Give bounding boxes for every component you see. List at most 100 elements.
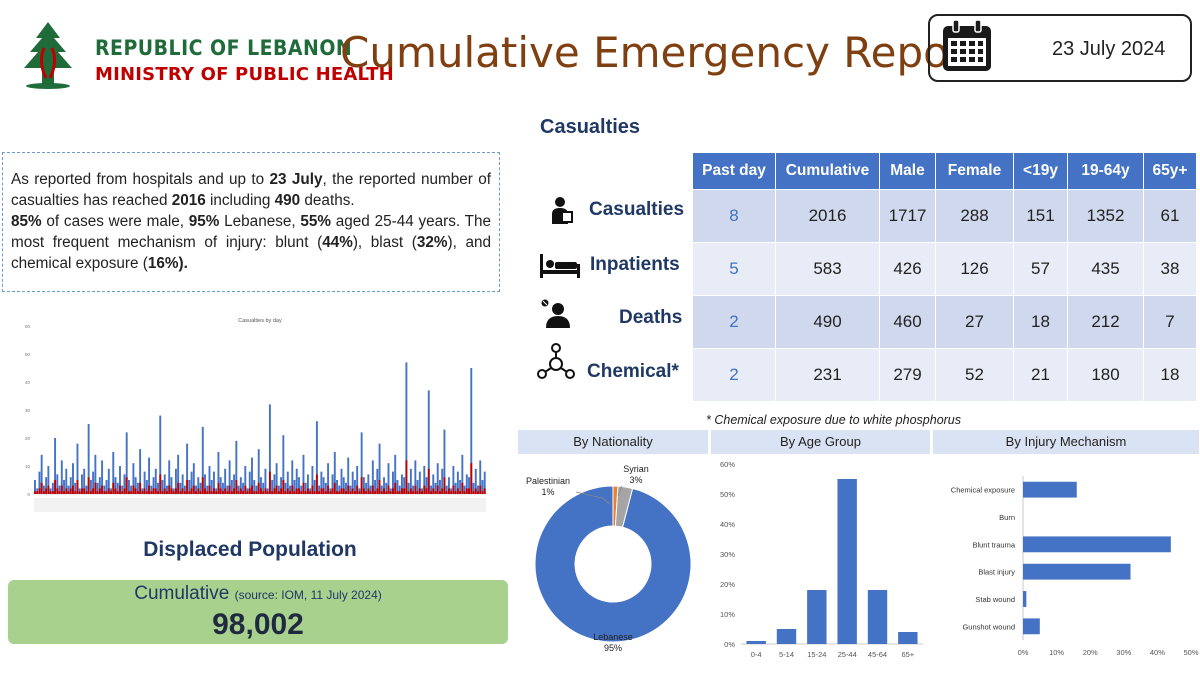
bar — [284, 482, 287, 494]
bar — [51, 482, 54, 494]
bar — [201, 426, 204, 494]
bar — [221, 482, 224, 494]
bar — [89, 480, 92, 494]
bar — [289, 485, 291, 494]
bar — [392, 488, 394, 494]
bar — [295, 468, 298, 494]
bar — [45, 488, 48, 494]
bar — [230, 491, 233, 494]
pie-value-label: 3% — [629, 475, 642, 485]
bar — [360, 477, 363, 494]
bar — [293, 491, 296, 494]
bar — [60, 460, 63, 494]
bar — [130, 491, 133, 494]
bar — [130, 485, 133, 494]
bar — [369, 485, 372, 494]
report-date: 23 July 2024 — [1052, 38, 1166, 60]
bar — [210, 480, 213, 494]
bar — [242, 491, 245, 494]
table-cell: 279 — [879, 348, 936, 402]
bar — [452, 485, 455, 494]
bar — [418, 488, 421, 494]
bar — [199, 482, 202, 494]
bar — [383, 488, 385, 494]
bar — [1023, 618, 1040, 635]
bar — [260, 477, 262, 494]
casualties-title: Casualties — [540, 116, 641, 138]
pie-value-label: 95% — [604, 643, 622, 653]
bar — [262, 491, 265, 494]
bar — [80, 474, 83, 494]
bar — [423, 485, 426, 494]
bar — [72, 485, 74, 494]
bar — [112, 452, 115, 494]
bar — [266, 491, 269, 494]
bar — [463, 485, 466, 494]
bar — [351, 471, 354, 494]
bar — [322, 488, 325, 494]
table-cell: 5 — [692, 242, 776, 296]
bar — [148, 485, 151, 494]
bar — [206, 485, 209, 494]
bar — [65, 468, 68, 494]
col-male: Male — [879, 152, 936, 190]
chemical-note: * Chemical exposure due to white phospho… — [706, 413, 962, 427]
bar — [170, 488, 173, 494]
bar — [134, 477, 137, 494]
bar — [208, 485, 211, 494]
bar — [412, 485, 415, 494]
bar — [432, 474, 435, 494]
bar — [353, 480, 356, 494]
bar — [159, 415, 162, 494]
bar — [304, 491, 307, 494]
bar — [174, 488, 177, 494]
table-row: 5 583 426 126 57 435 38 — [692, 242, 1197, 296]
bar — [264, 488, 267, 494]
bar — [172, 491, 175, 494]
bar — [237, 491, 240, 494]
bar — [365, 482, 368, 494]
bar — [96, 491, 99, 494]
bar — [273, 488, 276, 494]
bar — [293, 480, 296, 494]
y-tick-label: 50% — [720, 490, 735, 499]
bar — [177, 482, 180, 494]
bar — [367, 488, 370, 494]
bar — [427, 390, 430, 494]
bar — [224, 488, 227, 494]
x-tick-label: 0-4 — [751, 650, 762, 659]
bar — [166, 491, 168, 494]
bar — [327, 485, 330, 494]
table-cell: 2016 — [775, 189, 880, 243]
y-tick-label: 30% — [720, 550, 735, 559]
bar — [217, 452, 220, 494]
bar — [271, 491, 274, 494]
bar — [199, 491, 202, 494]
person-death-icon — [541, 299, 570, 328]
bar — [439, 480, 441, 494]
bar — [105, 480, 108, 494]
bar — [275, 485, 278, 494]
bar — [143, 488, 146, 494]
bar — [74, 482, 77, 494]
bar — [298, 488, 300, 494]
col-under19: <19y — [1013, 152, 1068, 190]
bar — [235, 480, 238, 494]
bar — [121, 491, 124, 494]
bar — [141, 491, 144, 494]
bar — [468, 477, 471, 494]
table-cell: 180 — [1067, 348, 1144, 402]
bar — [183, 485, 186, 494]
bar — [436, 463, 439, 494]
bar — [150, 491, 153, 494]
bar — [481, 480, 484, 494]
table-cell: 18 — [1013, 295, 1068, 349]
y-category-label: Gunshot wound — [962, 622, 1015, 631]
casualties-by-day-chart: Casualties by day 0 10 20 30 40 50 60 — [25, 318, 486, 512]
bar — [38, 488, 41, 494]
bar — [177, 454, 180, 494]
bar — [1023, 481, 1077, 498]
bar — [273, 474, 276, 494]
bar — [474, 468, 477, 494]
bar — [56, 474, 59, 494]
